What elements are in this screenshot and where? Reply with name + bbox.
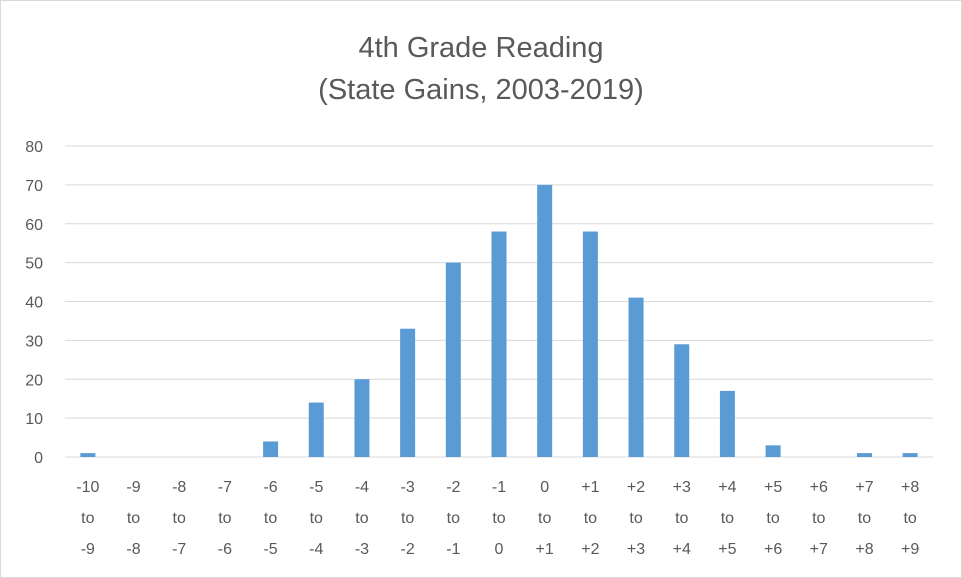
bar-8: [445, 262, 461, 457]
x-tick-label-15-2: +6: [764, 541, 782, 558]
bars: [80, 184, 918, 457]
x-tick-label-4-0: -6: [263, 479, 277, 496]
x-tick-label-5-2: -4: [309, 541, 323, 558]
bar-9: [491, 231, 507, 457]
chart-title-line-1: 4th Grade Reading: [358, 32, 604, 64]
x-tick-label-2-1: to: [173, 510, 186, 527]
bar-14: [719, 390, 735, 457]
x-tick-label-8-2: -1: [446, 541, 460, 558]
x-tick-label-3-0: -7: [218, 479, 232, 496]
x-tick-label-0-0: -10: [76, 479, 99, 496]
x-tick-label-9-1: to: [492, 510, 505, 527]
bar-6: [354, 379, 370, 457]
bar-13: [674, 344, 690, 457]
bar-4: [263, 441, 279, 457]
x-tick-label-10-0: 0: [540, 479, 549, 496]
y-tick-label-70: 70: [25, 178, 43, 195]
x-tick-label-16-0: +6: [810, 479, 828, 496]
x-tick-label-2-2: -7: [172, 541, 186, 558]
x-tick-label-12-0: +2: [627, 479, 645, 496]
x-tick-label-16-2: +7: [810, 541, 828, 558]
x-tick-label-12-2: +3: [627, 541, 645, 558]
x-tick-label-7-2: -2: [401, 541, 415, 558]
y-tick-label-50: 50: [25, 256, 43, 273]
x-axis-tick-labels: -10to-9-9to-8-8to-7-7to-6-6to-5-5to-4-4t…: [76, 479, 919, 558]
x-tick-label-10-1: to: [538, 510, 551, 527]
bar-17: [856, 453, 872, 457]
bar-10: [537, 184, 553, 457]
x-tick-label-14-0: +4: [718, 479, 736, 496]
x-tick-label-7-1: to: [401, 510, 414, 527]
x-tick-label-1-0: -9: [126, 479, 140, 496]
x-tick-label-1-1: to: [127, 510, 140, 527]
x-tick-label-13-1: to: [675, 510, 688, 527]
x-tick-label-11-2: +2: [581, 541, 599, 558]
y-tick-label-60: 60: [25, 217, 43, 234]
x-tick-label-11-0: +1: [581, 479, 599, 496]
x-tick-label-6-1: to: [355, 510, 368, 527]
y-tick-label-10: 10: [25, 411, 43, 428]
x-tick-label-15-1: to: [766, 510, 779, 527]
x-tick-label-18-1: to: [903, 510, 916, 527]
bar-7: [400, 328, 416, 457]
x-tick-label-18-2: +9: [901, 541, 919, 558]
x-tick-label-1-2: -8: [126, 541, 140, 558]
y-tick-label-40: 40: [25, 295, 43, 312]
x-tick-label-8-1: to: [447, 510, 460, 527]
x-tick-label-7-0: -3: [401, 479, 415, 496]
x-tick-label-16-1: to: [812, 510, 825, 527]
x-tick-label-15-0: +5: [764, 479, 782, 496]
bar-5: [308, 402, 324, 457]
x-tick-label-13-2: +4: [673, 541, 691, 558]
chart-title-line-2: (State Gains, 2003-2019): [318, 74, 644, 106]
bar-11: [582, 231, 598, 457]
x-tick-label-12-1: to: [629, 510, 642, 527]
y-tick-label-0: 0: [34, 450, 43, 467]
x-tick-label-11-1: to: [584, 510, 597, 527]
x-tick-label-18-0: +8: [901, 479, 919, 496]
bar-0: [80, 453, 96, 457]
x-tick-label-5-0: -5: [309, 479, 323, 496]
x-tick-label-3-1: to: [218, 510, 231, 527]
x-tick-label-4-2: -5: [263, 541, 277, 558]
bar-18: [902, 453, 918, 457]
y-tick-label-80: 80: [25, 139, 43, 156]
x-tick-label-4-1: to: [264, 510, 277, 527]
chart-title: 4th Grade Reading (State Gains, 2003-201…: [1, 27, 961, 111]
x-tick-label-6-0: -4: [355, 479, 369, 496]
x-tick-label-14-1: to: [721, 510, 734, 527]
x-tick-label-8-0: -2: [446, 479, 460, 496]
y-axis-tick-labels: 0 10 20 30 40 50 60 70 80: [25, 139, 43, 467]
x-tick-label-0-1: to: [81, 510, 94, 527]
bar-12: [628, 297, 644, 457]
x-tick-label-9-0: -1: [492, 479, 506, 496]
x-tick-label-0-2: -9: [81, 541, 95, 558]
x-tick-label-5-1: to: [310, 510, 323, 527]
x-tick-label-17-0: +7: [855, 479, 873, 496]
x-tick-label-2-0: -8: [172, 479, 186, 496]
bar-15: [765, 445, 781, 457]
x-tick-label-17-2: +8: [855, 541, 873, 558]
x-tick-label-3-2: -6: [218, 541, 232, 558]
x-tick-label-10-2: +1: [536, 541, 554, 558]
x-tick-label-14-2: +5: [718, 541, 736, 558]
y-tick-label-20: 20: [25, 372, 43, 389]
x-tick-label-9-2: 0: [495, 541, 504, 558]
y-tick-label-30: 30: [25, 333, 43, 350]
x-tick-label-13-0: +3: [673, 479, 691, 496]
x-tick-label-17-1: to: [858, 510, 871, 527]
x-tick-label-6-2: -3: [355, 541, 369, 558]
